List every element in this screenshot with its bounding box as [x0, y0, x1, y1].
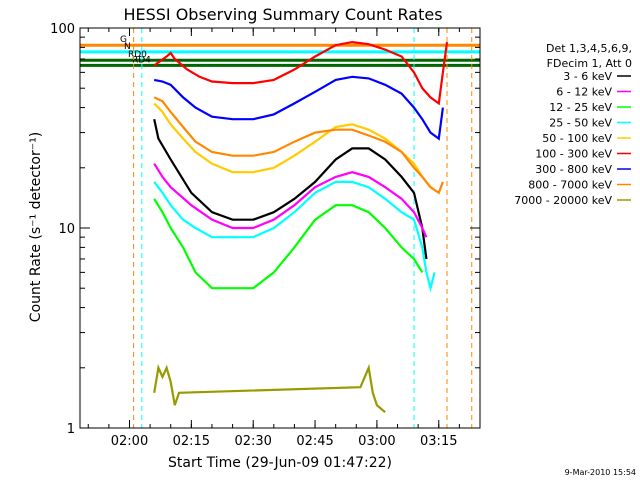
legend-label: 25 - 50 keV — [549, 117, 612, 130]
legend-label: 100 - 300 keV — [535, 148, 612, 161]
series-line — [153, 363, 386, 414]
state-line-label: G — [120, 35, 127, 45]
legend-label: 3 - 6 keV — [563, 70, 612, 83]
legend-label: 50 - 100 keV — [542, 132, 612, 145]
y-tick-label: 100 — [50, 22, 75, 37]
state-line-label: N — [124, 42, 131, 52]
x-tick-label: 02:00 — [111, 434, 148, 449]
state-line-label: RD0 — [128, 50, 147, 60]
plot-area — [80, 28, 480, 428]
legend-title: FDecim 1, Att 0 — [547, 57, 632, 70]
series-line — [153, 163, 428, 238]
chart-title: HESSI Observing Summary Count Rates — [123, 5, 442, 24]
series-line — [153, 40, 449, 106]
legend-label: 6 - 12 keV — [556, 86, 612, 99]
series-line — [153, 96, 444, 195]
x-tick-label: 03:00 — [358, 434, 395, 449]
legend-label: 300 - 800 keV — [535, 163, 612, 176]
y-axis-label: Count Rate (s⁻¹ detector⁻¹) — [28, 132, 44, 322]
series-lines — [153, 40, 449, 414]
timestamp: 9-Mar-2010 15:54 — [565, 468, 636, 477]
y-tick-label: 10 — [58, 222, 75, 237]
legend-title: Det 1,3,4,5,6,9, — [546, 42, 632, 55]
x-tick-label: 02:45 — [296, 434, 333, 449]
series-line — [153, 198, 424, 290]
x-tick-label: 02:15 — [173, 434, 210, 449]
plot-frame — [80, 28, 480, 428]
state-line-label: RD4 — [132, 55, 151, 65]
y-tick-label: 1 — [67, 422, 75, 437]
x-tick-label: 03:15 — [420, 434, 457, 449]
x-tick-label: 02:30 — [234, 434, 271, 449]
series-line — [153, 75, 444, 141]
series-line — [153, 118, 428, 260]
legend-label: 12 - 25 keV — [549, 101, 612, 114]
series-line — [153, 180, 436, 293]
legend-label: 7000 - 20000 keV — [514, 194, 612, 207]
legend: Det 1,3,4,5,6,9, FDecim 1, Att 03 - 6 keV… — [514, 42, 632, 207]
legend-label: 800 - 7000 keV — [528, 179, 612, 192]
x-axis-label: Start Time (29-Jun-09 01:47:22) — [168, 455, 392, 471]
axes: 1 10 100 02:00 02:15 02:30 02:45 03:00 03:15 — [50, 22, 481, 449]
